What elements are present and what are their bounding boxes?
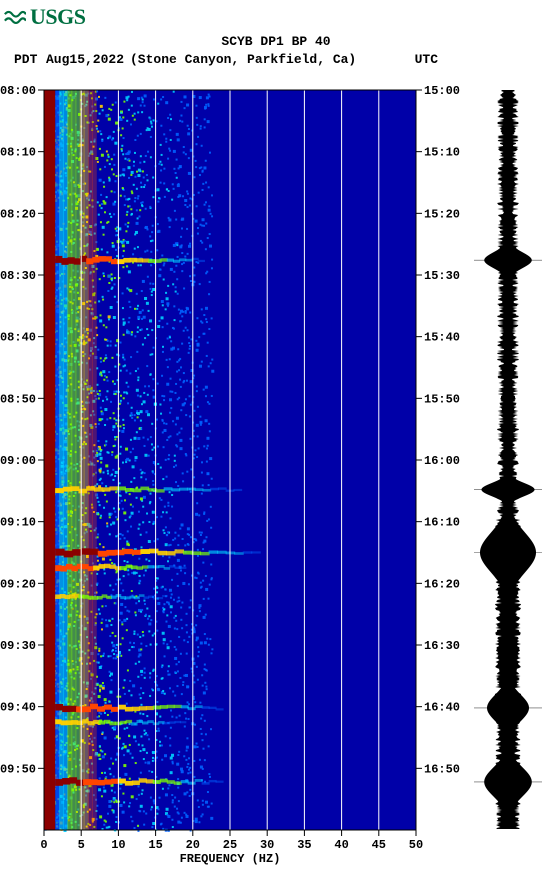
svg-text:09:30: 09:30 bbox=[0, 639, 36, 653]
svg-text:09:20: 09:20 bbox=[0, 577, 36, 591]
svg-text:16:50: 16:50 bbox=[424, 762, 460, 776]
location-label: (Stone Canyon, Parkfield, Ca) bbox=[130, 52, 356, 67]
svg-text:30: 30 bbox=[260, 838, 274, 852]
svg-text:16:30: 16:30 bbox=[424, 639, 460, 653]
svg-text:08:50: 08:50 bbox=[0, 392, 36, 406]
plot-area: 0 5 10 15 20 25 30 35 40 45 50 FREQUENCY (HZ) 08:00 0… bbox=[0, 80, 552, 870]
chart-title: SCYB DP1 BP 40 bbox=[0, 34, 552, 49]
svg-text:5: 5 bbox=[78, 838, 85, 852]
svg-text:15:00: 15:00 bbox=[424, 84, 460, 98]
svg-text:FREQUENCY (HZ): FREQUENCY (HZ) bbox=[180, 852, 281, 866]
svg-text:0: 0 bbox=[40, 838, 47, 852]
usgs-wave-icon bbox=[4, 6, 26, 28]
chart-header: SCYB DP1 BP 40 PDT Aug15,2022 (Stone Can… bbox=[0, 34, 552, 70]
svg-text:16:40: 16:40 bbox=[424, 701, 460, 715]
svg-text:40: 40 bbox=[334, 838, 348, 852]
svg-text:15:20: 15:20 bbox=[424, 207, 460, 221]
usgs-logo: USGS bbox=[0, 0, 552, 30]
left-timezone-label: PDT bbox=[14, 52, 37, 67]
svg-text:09:00: 09:00 bbox=[0, 454, 36, 468]
svg-text:16:20: 16:20 bbox=[424, 577, 460, 591]
svg-text:16:10: 16:10 bbox=[424, 516, 460, 530]
svg-text:15:30: 15:30 bbox=[424, 269, 460, 283]
right-timezone-label: UTC bbox=[415, 52, 438, 67]
svg-text:08:00: 08:00 bbox=[0, 84, 36, 98]
svg-text:08:30: 08:30 bbox=[0, 269, 36, 283]
svg-text:08:10: 08:10 bbox=[0, 146, 36, 160]
svg-text:15: 15 bbox=[148, 838, 162, 852]
svg-text:09:50: 09:50 bbox=[0, 762, 36, 776]
svg-text:16:00: 16:00 bbox=[424, 454, 460, 468]
svg-text:08:20: 08:20 bbox=[0, 207, 36, 221]
svg-text:15:10: 15:10 bbox=[424, 146, 460, 160]
spectrogram-svg: 0 5 10 15 20 25 30 35 40 45 50 FREQUENCY (HZ) 08:00 0… bbox=[0, 80, 552, 880]
svg-text:20: 20 bbox=[186, 838, 200, 852]
svg-text:09:10: 09:10 bbox=[0, 516, 36, 530]
date-label: Aug15,2022 bbox=[46, 52, 124, 67]
usgs-logo-text: USGS bbox=[30, 4, 85, 30]
svg-text:50: 50 bbox=[409, 838, 423, 852]
svg-text:10: 10 bbox=[111, 838, 125, 852]
svg-text:08:40: 08:40 bbox=[0, 331, 36, 345]
svg-text:15:50: 15:50 bbox=[424, 392, 460, 406]
svg-text:09:40: 09:40 bbox=[0, 701, 36, 715]
svg-text:25: 25 bbox=[223, 838, 237, 852]
svg-text:35: 35 bbox=[297, 838, 311, 852]
svg-text:45: 45 bbox=[372, 838, 386, 852]
svg-text:15:40: 15:40 bbox=[424, 331, 460, 345]
